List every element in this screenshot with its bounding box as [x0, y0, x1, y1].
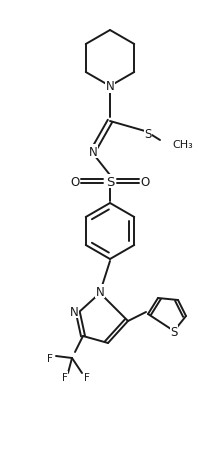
Text: S: S — [106, 175, 114, 188]
Text: F: F — [84, 372, 90, 382]
Text: O: O — [140, 175, 150, 188]
Text: S: S — [170, 326, 178, 339]
Text: F: F — [47, 353, 53, 363]
Text: N: N — [106, 80, 114, 93]
Text: S: S — [144, 127, 152, 140]
Text: CH₃: CH₃ — [172, 140, 193, 149]
Text: N: N — [89, 145, 97, 158]
Text: N: N — [70, 305, 78, 318]
Text: F: F — [62, 372, 68, 382]
Text: O: O — [70, 175, 80, 188]
Text: N: N — [96, 285, 104, 298]
